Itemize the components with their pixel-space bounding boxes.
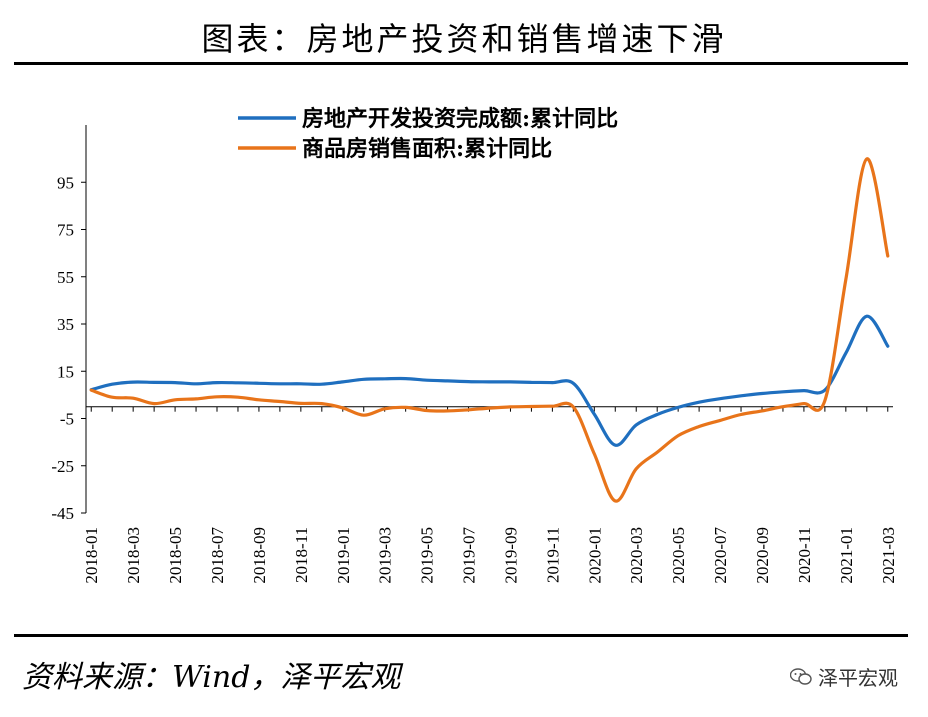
- x-tick-label: 2020-01: [585, 527, 604, 584]
- x-tick-label: 2021-03: [879, 527, 898, 584]
- y-tick-label: 35: [57, 315, 74, 334]
- x-tick-label: 2020-07: [711, 527, 730, 584]
- footer-divider: [14, 634, 908, 637]
- x-tick-label: 2018-05: [166, 527, 185, 584]
- y-tick-label: 75: [57, 221, 74, 240]
- x-tick-label: 2019-01: [334, 527, 353, 584]
- x-tick-label: 2019-05: [418, 527, 437, 584]
- series-line-2: [89, 157, 890, 503]
- y-tick-label: 55: [57, 268, 74, 287]
- x-tick-label: 2018-03: [124, 527, 143, 584]
- x-tick-label: 2020-09: [753, 527, 772, 584]
- y-tick-label: -45: [51, 504, 74, 523]
- source-note: 资料来源：Wind，泽平宏观: [22, 660, 401, 695]
- page-title: 图表：房地产投资和销售增速下滑: [201, 20, 727, 58]
- x-tick-label: 2018-11: [292, 527, 311, 583]
- x-tick-label: 2019-07: [460, 527, 479, 584]
- x-tick-label: 2018-09: [250, 527, 269, 584]
- watermark: 泽平宏观: [790, 662, 898, 691]
- y-tick-label: 95: [57, 173, 74, 192]
- y-tick-label: -5: [60, 410, 74, 429]
- x-tick-label: 2019-09: [501, 527, 520, 584]
- legend-label-1: 房地产开发投资完成额:累计同比: [302, 106, 618, 132]
- series-line-1: [89, 314, 890, 447]
- watermark-label: 泽平宏观: [818, 666, 898, 690]
- title-divider: [14, 62, 908, 65]
- y-tick-label: -25: [51, 457, 74, 476]
- x-tick-label: 2020-11: [795, 527, 814, 583]
- chart-lines: [89, 157, 890, 503]
- wechat-icon: [790, 667, 812, 685]
- x-tick-label: 2019-03: [376, 527, 395, 584]
- x-tick-label: 2018-07: [208, 527, 227, 584]
- chart-axes: -45 -25 -5 15 35 55 75 95 2018-01 2018-03 2018-05 2…: [51, 125, 898, 584]
- x-tick-label: 2019-11: [543, 527, 562, 583]
- x-tick-label: 2020-03: [627, 527, 646, 584]
- x-tick-label: 2021-01: [837, 527, 856, 584]
- legend-label-2: 商品房销售面积:累计同比: [302, 136, 552, 162]
- y-tick-label: 15: [57, 362, 74, 381]
- x-tick-label: 2018-01: [82, 527, 101, 584]
- x-tick-label: 2020-05: [669, 527, 688, 584]
